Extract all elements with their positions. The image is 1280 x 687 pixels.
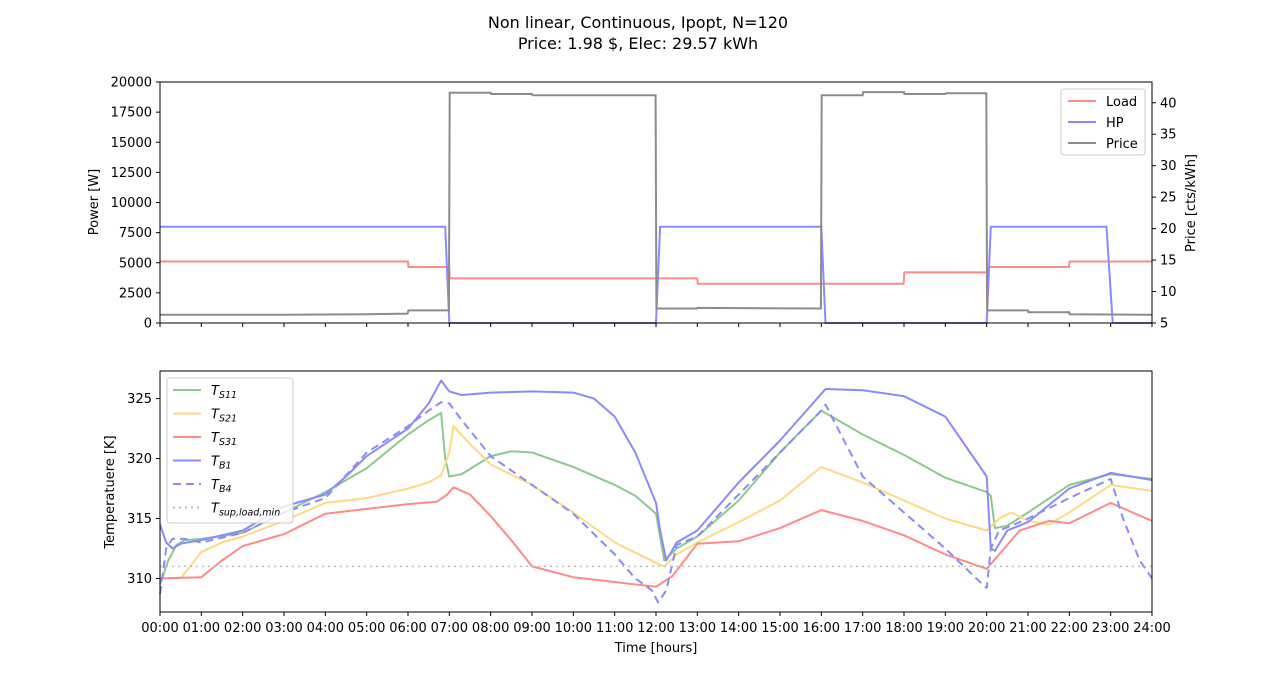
legend-t-S31-label: TS31 [211,431,237,448]
temperature-y-tick-label: 320 [127,452,152,467]
series-price-line [160,91,1153,316]
time-x-tick-label: 12:00 [637,621,674,636]
power-y-tick-label: 2500 [119,286,152,301]
price-y-tick-label: 30 [1160,159,1177,174]
legend-t-B1-label: TB1 [211,455,232,472]
temperature-y-tick-label: 310 [127,572,152,587]
power-y-tick-label: 17500 [111,106,152,121]
figure-title-line2: Price: 1.98 $, Elec: 29.57 kWh [518,34,758,53]
time-x-tick-label: 09:00 [513,621,550,636]
power-y-tick-label: 0 [144,317,152,332]
power-y-tick-label: 7500 [119,226,152,241]
time-x-tick-label: 08:00 [472,621,509,636]
time-x-axis: 00:00 01:00 02:00 03:00 04:00 05:00 06:00 07:00… [141,612,1171,636]
series-t-B4-line [159,401,1153,604]
temperature-chart-frame [159,370,1153,613]
time-x-tick-label: 23:00 [1092,621,1129,636]
series-t-S21-line [160,425,1153,580]
price-y-axis: 5 10 15 20 25 30 35 40 [1152,96,1177,332]
time-x-tick-label: 18:00 [885,621,922,636]
temperature-y-axis: 310 315 320 325 [127,392,160,587]
time-x-tick-label: 02:00 [224,621,261,636]
power-legend-box [1060,88,1146,156]
time-x-tick-label: 06:00 [389,621,426,636]
legend-load-label: Load [1106,95,1137,110]
power-chart-lines [160,91,1153,324]
time-x-tick-label: 16:00 [803,621,840,636]
power-legend: Load HP Price [1060,88,1146,156]
series-t-B1-line [159,379,1153,562]
time-x-tick-label: 15:00 [761,621,798,636]
time-x-tick-label: 11:00 [596,621,633,636]
time-x-tick-label: 24:00 [1133,621,1170,636]
temperature-y-tick-label: 325 [127,392,152,407]
time-x-tick-label: 21:00 [1009,621,1046,636]
time-x-tick-label: 10:00 [555,621,592,636]
power-x-axis [159,323,1153,327]
temperature-y-tick-label: 315 [127,512,152,527]
price-y-tick-label: 10 [1160,285,1177,300]
power-y-tick-label: 12500 [111,166,152,181]
legend-t-sup-load-min-label: Tsup,load,min [211,502,280,519]
power-chart: 0 2500 5000 7500 10000 12500 15000 17500 20000 5… [87,76,1199,332]
time-x-tick-label: 04:00 [307,621,344,636]
temperature-y-label: Temperatuere [K] [103,435,118,549]
figure-title-line1: Non linear, Continuous, Ipopt, N=120 [488,13,788,32]
temperature-chart: 310 315 320 325 00:00 01:00 02:00 03:00 04:00 05… [103,370,1171,656]
legend-t-S21-label: TS21 [211,408,237,425]
power-y-tick-label: 5000 [119,256,152,271]
series-t-S11-line [159,409,1153,585]
legend-price-label: Price [1106,137,1138,152]
time-x-tick-label: 17:00 [844,621,881,636]
price-y-tick-label: 20 [1160,222,1177,237]
price-y-tick-label: 40 [1160,96,1177,111]
time-x-tick-label: 22:00 [1051,621,1088,636]
time-x-tick-label: 03:00 [265,621,302,636]
price-y-tick-label: 25 [1160,191,1177,206]
power-y-tick-label: 15000 [111,136,152,151]
power-y-tick-label: 20000 [111,76,152,91]
time-x-tick-label: 14:00 [720,621,757,636]
power-y-label: Power [W] [87,169,102,235]
price-y-tick-label: 15 [1160,254,1177,269]
power-y-axis: 0 2500 5000 7500 10000 12500 15000 17500 20000 [111,76,160,332]
time-x-tick-label: 20:00 [968,621,1005,636]
series-t-S31-line [159,486,1153,588]
time-x-tick-label: 07:00 [431,621,468,636]
price-y-label: Price [cts/kWh] [1184,154,1199,252]
power-y-tick-label: 10000 [111,196,152,211]
price-y-tick-label: 35 [1160,128,1177,143]
temperature-chart-lines [159,379,1153,604]
time-x-label: Time [hours] [614,641,698,656]
temperature-legend: TS11 TS21 TS31 TB1 TB4 Tsup,load,min [166,377,294,524]
legend-t-S11-label: TS11 [211,384,237,401]
price-y-tick-label: 5 [1160,317,1168,332]
time-x-tick-label: 05:00 [348,621,385,636]
time-x-tick-label: 01:00 [183,621,220,636]
legend-t-B4-label: TB4 [211,478,232,495]
time-x-tick-label: 13:00 [679,621,716,636]
time-x-tick-label: 19:00 [927,621,964,636]
legend-hp-label: HP [1106,116,1124,131]
time-x-tick-label: 00:00 [141,621,178,636]
